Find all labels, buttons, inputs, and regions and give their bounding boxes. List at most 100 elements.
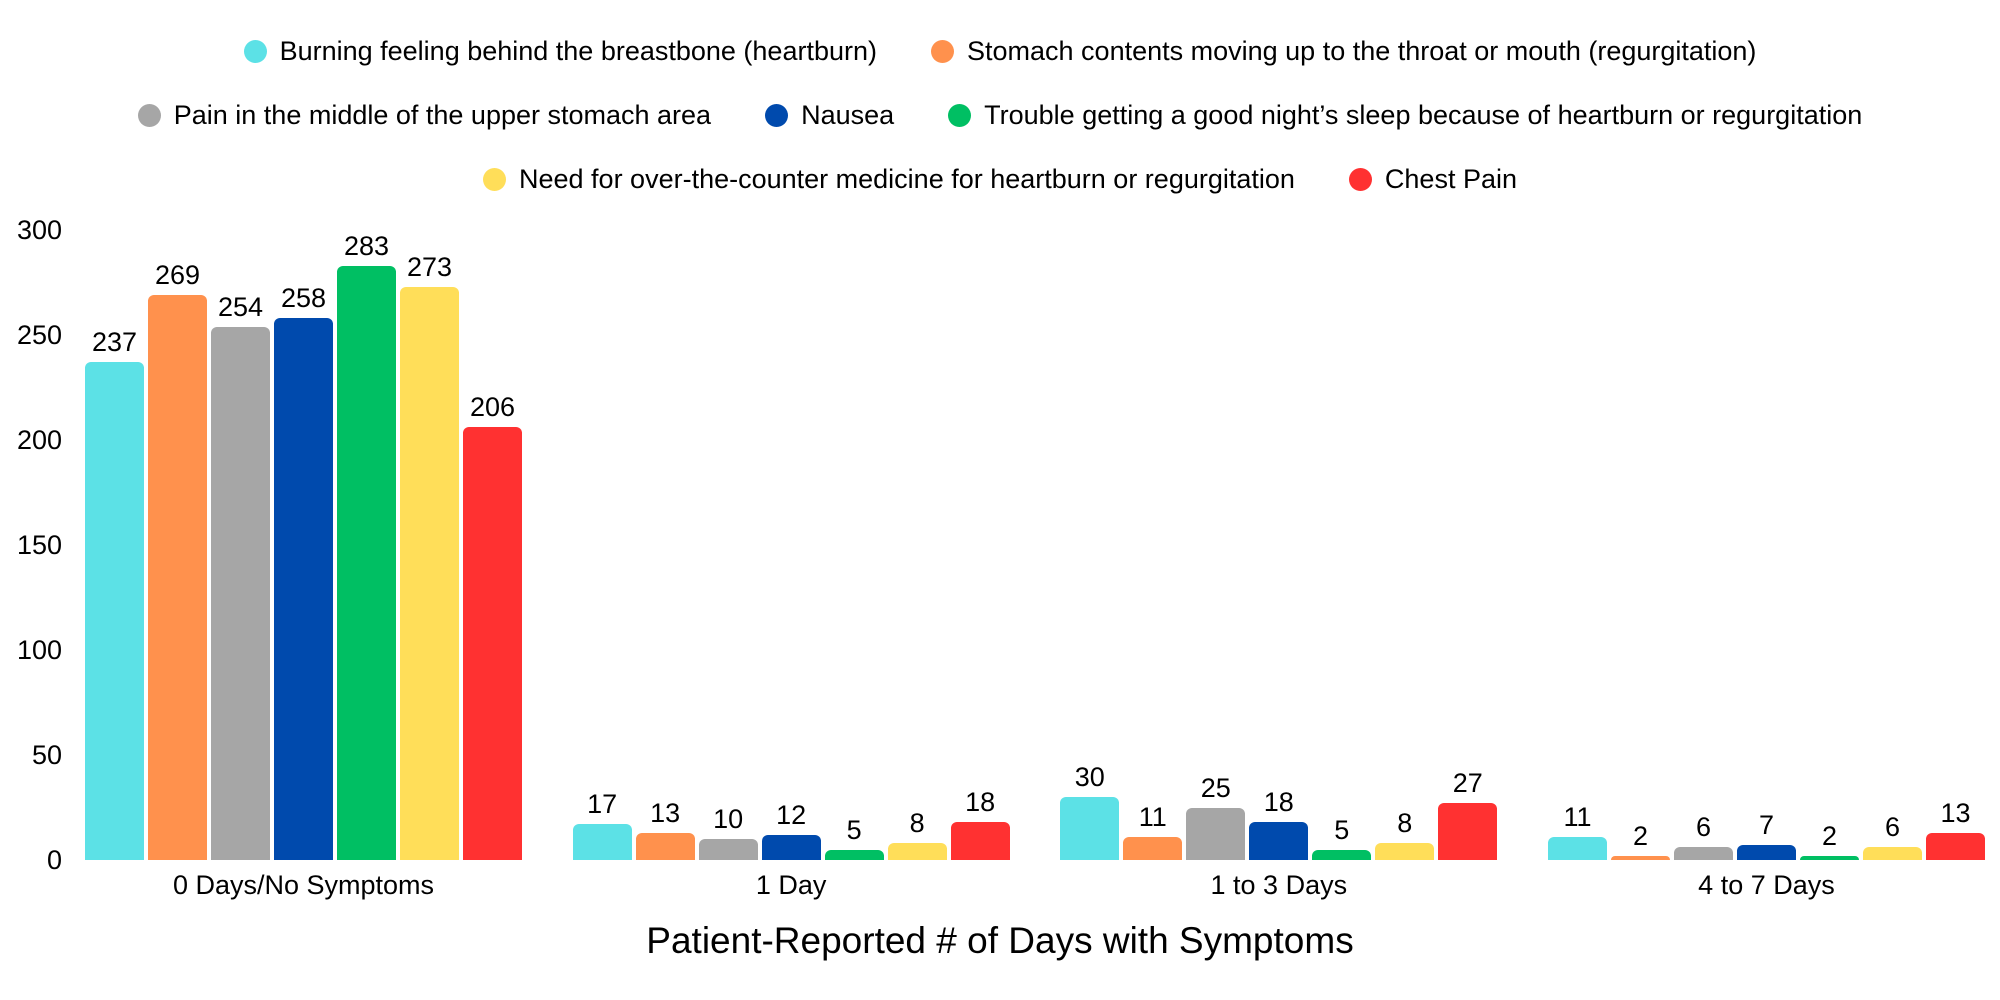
bar — [337, 265, 396, 860]
bar-value-label: 206 — [469, 392, 516, 423]
bar — [1312, 849, 1372, 860]
bar — [1862, 847, 1922, 860]
legend-item: Stomach contents moving up to the throat… — [931, 37, 1756, 65]
bar — [274, 318, 333, 860]
bar-cell: 283 — [337, 231, 396, 860]
bar — [824, 849, 884, 860]
bar — [148, 295, 207, 860]
legend-row: Need for over-the-counter medicine for h… — [0, 165, 2000, 193]
y-tick-label: 150 — [16, 530, 62, 560]
bar — [572, 824, 632, 860]
x-category-label: 0 Days/No Symptoms — [172, 870, 435, 900]
y-tick-label: 300 — [16, 215, 62, 245]
x-category-label: 1 Day — [755, 870, 827, 900]
bar — [1547, 836, 1607, 860]
bar-value-label: 6 — [1884, 812, 1900, 843]
bar-cell: 269 — [148, 260, 207, 860]
bar — [1610, 855, 1670, 860]
bar — [1375, 843, 1435, 860]
legend-marker-icon — [137, 103, 161, 127]
bar — [635, 832, 695, 860]
bar-cell: 206 — [463, 392, 522, 860]
legend-marker-icon — [948, 103, 972, 127]
chart-title: Patient-Reported # of Days with Symptoms — [646, 920, 1354, 961]
legend-item-label: Trouble getting a good night’s sleep bec… — [984, 100, 1863, 130]
chart-legend: Burning feeling behind the breastbone (h… — [0, 37, 2000, 229]
legend-marker-icon — [243, 39, 267, 63]
bar-value-label: 2 — [1632, 820, 1648, 851]
bar-cell: 30 — [1060, 762, 1120, 860]
legend-item-label: Stomach contents moving up to the throat… — [967, 36, 1757, 66]
bar-group: 30 11 25 18 5 8 27 1 to 3 Days — [1060, 762, 1498, 900]
bar — [1249, 822, 1309, 860]
bar-cell: 237 — [85, 327, 144, 860]
bar-value-label: 12 — [776, 799, 807, 830]
bar-cell: 8 — [887, 808, 947, 860]
bar-value-label: 10 — [713, 804, 744, 834]
bar-value-label: 11 — [1138, 801, 1167, 832]
bar-cell: 5 — [1312, 814, 1372, 860]
bar-group: 237 269 254 258 283 273 206 0 Days/No Symptoms — [85, 231, 522, 900]
bar — [698, 839, 758, 860]
bar-cell: 258 — [274, 283, 333, 860]
bar — [1186, 807, 1246, 860]
legend-item-label: Chest Pain — [1384, 164, 1517, 194]
bar — [85, 362, 144, 860]
bar — [463, 427, 522, 860]
legend-item-label: Nausea — [801, 100, 895, 130]
bar-value-label: 25 — [1200, 772, 1231, 803]
bar-cell: 17 — [572, 789, 632, 860]
bar-cell: 7 — [1736, 810, 1796, 860]
bar-value-label: 283 — [343, 230, 390, 261]
legend-item: Need for over-the-counter medicine for h… — [483, 165, 1295, 193]
bar-value-label: 17 — [587, 789, 618, 820]
bar-cell: 27 — [1438, 768, 1498, 860]
bar-cell: 13 — [1925, 797, 1985, 860]
bar-cell: 254 — [211, 292, 270, 860]
bar-value-label: 254 — [217, 291, 264, 322]
plot-area: 237 269 254 258 283 273 206 0 Days/No Symptoms 1… — [85, 230, 1985, 900]
bar — [887, 843, 947, 860]
legend-row: Burning feeling behind the breastbone (h… — [0, 37, 2000, 65]
bar-value-label: 30 — [1074, 762, 1105, 792]
bar — [1123, 836, 1183, 860]
bar-value-label: 8 — [909, 808, 925, 839]
bar-cell: 10 — [698, 804, 758, 860]
legend-item: Nausea — [765, 101, 894, 129]
bar-value-label: 7 — [1758, 810, 1774, 841]
bar-value-label: 269 — [154, 260, 201, 291]
bar-cell: 5 — [824, 815, 884, 860]
bar-cell: 6 — [1862, 812, 1922, 860]
bar-value-label: 27 — [1452, 768, 1483, 799]
bar-cell: 11 — [1547, 801, 1607, 860]
bar-group: 17 13 10 12 5 8 18 1 Day — [572, 787, 1010, 900]
legend-item-label: Burning feeling behind the breastbone (h… — [279, 36, 877, 66]
bar-value-label: 6 — [1695, 812, 1711, 843]
legend-item-label: Need for over-the-counter medicine for h… — [519, 164, 1295, 194]
legend-row: Pain in the middle of the upper stomach … — [0, 101, 2000, 129]
bar — [1736, 845, 1796, 860]
bar-value-label: 258 — [280, 283, 327, 314]
bar — [1799, 855, 1859, 860]
bar-cell: 13 — [635, 797, 695, 860]
x-category-label: 4 to 7 Days — [1698, 870, 1835, 900]
bar-value-label: 273 — [406, 251, 453, 282]
y-tick-label: 50 — [31, 740, 62, 770]
bar-cell: 8 — [1375, 808, 1435, 860]
legend-item: Chest Pain — [1348, 164, 1517, 194]
x-category-label: 1 to 3 Days — [1210, 870, 1348, 900]
bar-value-label: 5 — [1334, 814, 1350, 845]
legend-item: Pain in the middle of the upper stomach … — [137, 101, 711, 129]
bar-cell: 2 — [1610, 820, 1670, 860]
bar-value-label: 8 — [1397, 808, 1413, 839]
bar-value-label: 11 — [1563, 801, 1592, 832]
bar — [1925, 832, 1985, 860]
bar-value-label: 13 — [1940, 797, 1971, 828]
legend-item: Trouble getting a good night’s sleep bec… — [948, 101, 1862, 129]
y-tick-label: 200 — [16, 425, 62, 455]
bar — [1438, 803, 1498, 860]
bar-cell: 12 — [761, 799, 821, 860]
bar-value-label: 13 — [650, 797, 681, 828]
bar — [1060, 797, 1120, 860]
y-tick-label: 250 — [16, 320, 62, 350]
